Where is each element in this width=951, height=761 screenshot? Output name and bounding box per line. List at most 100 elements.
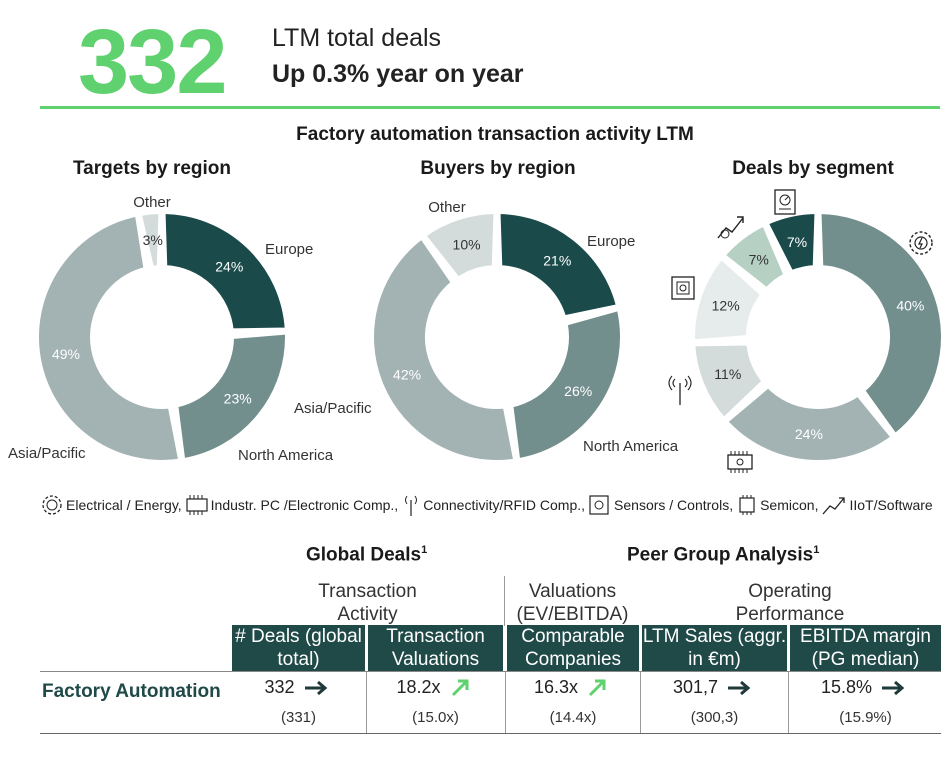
segment-legend: Electrical / Energy, Industr. PC /Electr… (40, 490, 950, 520)
previous-deals: (331) (280, 709, 317, 726)
table-cell-comparable-companies: 16.3x (507, 677, 639, 698)
donut-slice (691, 341, 767, 423)
donut-value-label: 24% (215, 258, 243, 274)
legend-item: Sensors / Controls, (588, 494, 733, 516)
chart-title-segments: Deals by segment (732, 158, 894, 179)
header-ltm-sales: LTM Sales (aggr. in €m) (642, 625, 787, 671)
donut-slice (763, 209, 819, 275)
semicon-icon (774, 189, 796, 215)
previous-comparable-companies: (14.4x) (549, 709, 597, 726)
header-deals: # Deals (global total) (232, 625, 365, 671)
label-buyers-other: Other (428, 199, 466, 216)
industrial-pc-icon (186, 495, 208, 515)
previous-ltm-sales: (300,3) (690, 709, 739, 726)
donut-value-label: 10% (453, 236, 481, 252)
donut-buyers-by-region: 21% 26% 42% 10% (370, 209, 624, 464)
industrial-pc-icon (727, 451, 753, 473)
legend-item: Semicon, (736, 494, 818, 516)
arrow-right-icon (728, 680, 751, 695)
value-deals: 332 (264, 677, 295, 697)
donut-slice (35, 212, 183, 464)
value-ebitda-margin: 15.8% (820, 677, 873, 697)
column-separator (505, 672, 506, 734)
table-cell-deals: 332 (232, 677, 365, 698)
previous-ebitda-margin: (15.9%) (839, 709, 892, 726)
sensors-controls-icon (589, 495, 609, 515)
legend-label: Electrical / Energy, (66, 497, 182, 513)
yoy-change-label: Up 0.3% year on year (272, 60, 524, 88)
label-buyers-north-america: North America (583, 438, 679, 455)
donut-charts: 24% 23% 49% 3% 21% 26% 42% 10% 40% 24% 11% 12% 7% 7… (8, 189, 945, 473)
donut-deals-by-segment: 40% 24% 11% 12% 7% 7% (691, 209, 945, 464)
donut-slice (817, 209, 945, 439)
donut-slice (421, 209, 498, 282)
legend-item: Connectivity/RFID Comp., (401, 494, 585, 516)
arrow-up-right-icon (588, 679, 606, 696)
donut-value-label: 3% (143, 232, 163, 248)
donut-slice (720, 221, 789, 293)
group-transaction-activity: Transaction Activity (318, 581, 417, 625)
arrow-right-icon (304, 680, 327, 695)
legend-label: Industr. PC /Electronic Comp., (210, 497, 399, 513)
legend-label: Semicon, (760, 497, 819, 513)
group-separator (504, 576, 505, 626)
legend-item: Industr. PC /Electronic Comp., (185, 494, 399, 516)
donut-value-label: 40% (896, 298, 924, 314)
donut-slice (370, 234, 518, 464)
arrow-up-right-icon (451, 679, 469, 696)
legend-item: IIoT/Software (821, 494, 933, 516)
legend-item: Electrical / Energy, (40, 494, 182, 516)
table-cell-transaction-valuations: 18.2x (368, 677, 503, 698)
donut-value-label: 7% (749, 252, 769, 268)
semicon-icon (739, 495, 755, 515)
legend-label: Connectivity/RFID Comp., (423, 497, 586, 513)
column-separator (640, 672, 641, 734)
chart-title-buyers: Buyers by region (420, 158, 576, 179)
donut-slice (723, 383, 896, 464)
label-targets-europe: Europe (265, 241, 313, 258)
donut-slice (496, 209, 621, 320)
table-cell-ebitda-margin: 15.8% (790, 677, 941, 698)
column-separator (366, 672, 367, 734)
value-transaction-valuations: 18.2x (396, 677, 441, 697)
donut-slice (174, 330, 289, 463)
global-deals-title: Global Deals1 (306, 544, 428, 566)
electrical-energy-icon (42, 495, 62, 515)
donut-value-label: 7% (787, 234, 807, 250)
header-transaction-valuations: Transaction Valuations (368, 625, 503, 671)
peer-group-title: Peer Group Analysis1 (627, 544, 820, 566)
previous-transaction-valuations: (15.0x) (412, 709, 459, 726)
ltm-total-deals-label: LTM total deals (272, 24, 442, 52)
donut-value-label: 23% (224, 390, 252, 406)
header-comparable-companies: Comparable Companies (507, 625, 639, 671)
label-buyers-asia-pacific: Asia/Pacific (294, 400, 372, 417)
donut-value-label: 26% (564, 383, 592, 399)
iiot-software-icon (822, 497, 846, 515)
arrow-right-icon (882, 680, 905, 695)
row-label-factory-automation: Factory Automation (42, 681, 221, 702)
donut-slice (161, 209, 289, 333)
donut-slice (137, 209, 163, 270)
donut-value-label: 11% (714, 366, 741, 382)
electrical-energy-icon (909, 231, 933, 255)
donut-value-label: 42% (393, 367, 421, 383)
group-valuations: Valuations (EV/EBITDA) (516, 581, 629, 625)
donut-slice (691, 254, 766, 344)
label-targets-north-america: North America (238, 447, 334, 464)
table-top-rule (40, 671, 941, 672)
label-targets-asia-pacific: Asia/Pacific (8, 445, 86, 462)
group-operating-performance: Operating Performance (735, 581, 845, 625)
header-ebitda-margin: EBITDA margin (PG median) (790, 625, 941, 671)
connectivity-rfid-icon (668, 375, 692, 405)
donut-value-label: 21% (543, 252, 571, 268)
table-cell-ltm-sales: 301,7 (642, 677, 787, 698)
legend-label: Sensors / Controls, (614, 497, 734, 513)
header-divider (40, 106, 940, 109)
legend-label: IIoT/Software (849, 497, 933, 513)
label-buyers-europe: Europe (587, 233, 635, 250)
donut-slice (509, 306, 624, 463)
value-ltm-sales: 301,7 (672, 677, 719, 697)
label-targets-other: Other (133, 194, 171, 211)
column-separator (788, 672, 789, 734)
